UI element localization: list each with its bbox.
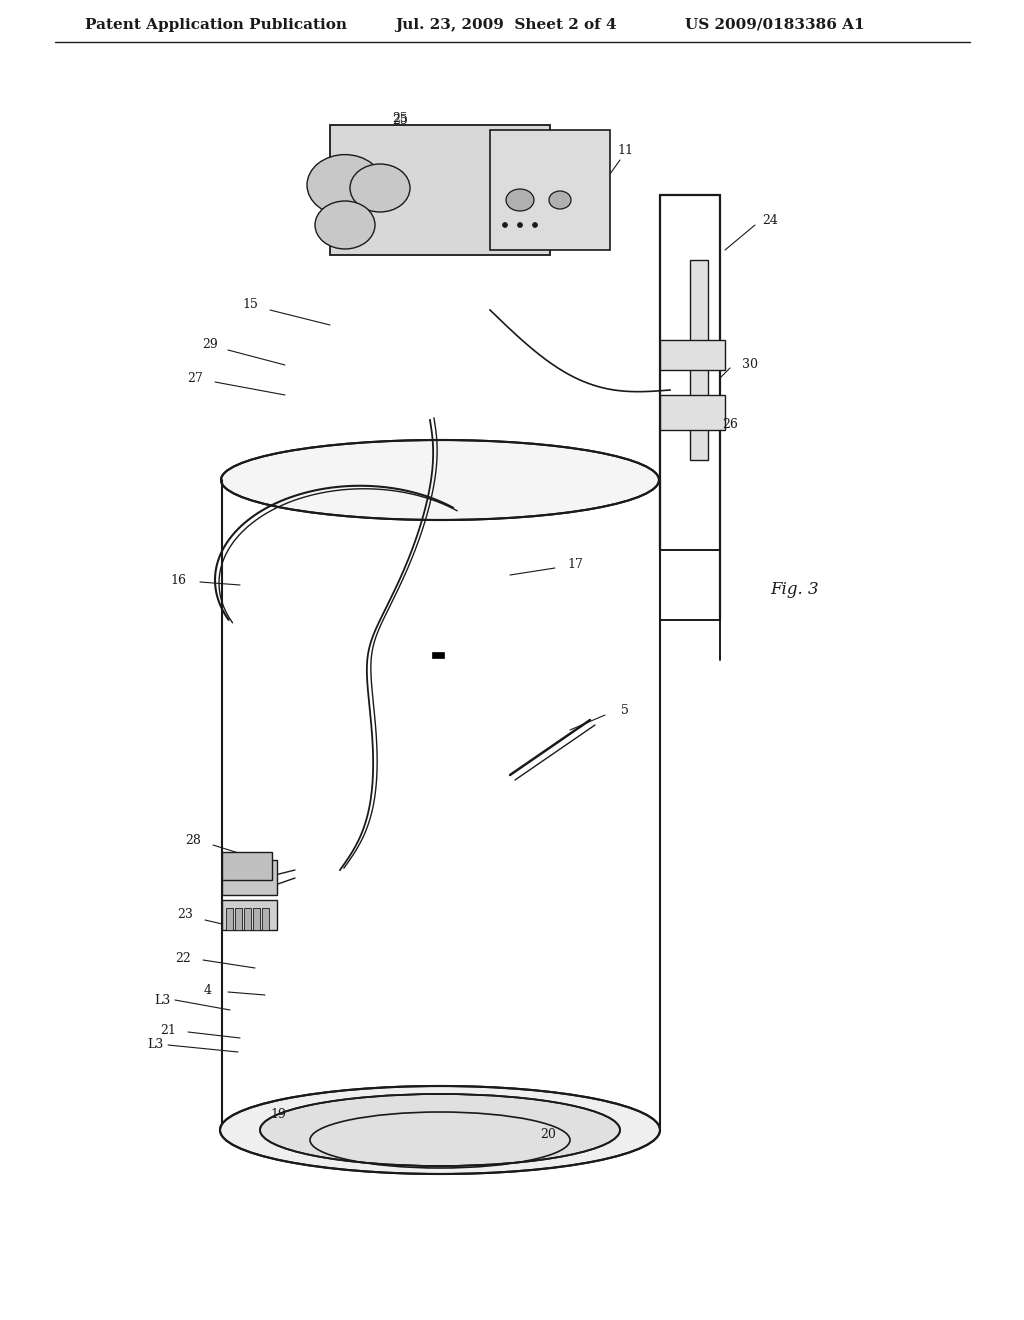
Text: Patent Application Publication: Patent Application Publication bbox=[85, 18, 347, 32]
Text: 24: 24 bbox=[762, 214, 778, 227]
Text: Fig. 3: Fig. 3 bbox=[770, 582, 818, 598]
Text: 26: 26 bbox=[722, 418, 738, 432]
Text: 5: 5 bbox=[622, 704, 629, 717]
Bar bbox=[660, 395, 725, 430]
Bar bbox=[222, 900, 278, 931]
Text: 16: 16 bbox=[170, 573, 186, 586]
Text: 30: 30 bbox=[742, 359, 758, 371]
Text: 4: 4 bbox=[204, 983, 212, 997]
Ellipse shape bbox=[315, 201, 375, 249]
Text: 25: 25 bbox=[392, 111, 408, 124]
Bar bbox=[234, 908, 242, 931]
Bar bbox=[253, 908, 260, 931]
Text: 25: 25 bbox=[392, 114, 408, 127]
Text: 21: 21 bbox=[160, 1023, 176, 1036]
Text: 23: 23 bbox=[177, 908, 193, 921]
Bar bbox=[222, 851, 272, 880]
Bar bbox=[432, 652, 444, 657]
Ellipse shape bbox=[220, 1086, 660, 1173]
Text: Jul. 23, 2009  Sheet 2 of 4: Jul. 23, 2009 Sheet 2 of 4 bbox=[395, 18, 616, 32]
Bar bbox=[660, 341, 725, 370]
Text: 22: 22 bbox=[175, 952, 190, 965]
Ellipse shape bbox=[260, 1094, 620, 1166]
Bar bbox=[690, 260, 708, 459]
Ellipse shape bbox=[549, 191, 571, 209]
Text: L3: L3 bbox=[146, 1039, 163, 1052]
Text: 11: 11 bbox=[617, 144, 633, 157]
Ellipse shape bbox=[350, 164, 410, 213]
Ellipse shape bbox=[221, 440, 659, 520]
Ellipse shape bbox=[517, 223, 522, 227]
Ellipse shape bbox=[307, 154, 383, 215]
Ellipse shape bbox=[532, 223, 538, 227]
Bar bbox=[330, 125, 550, 255]
Text: 20: 20 bbox=[540, 1129, 556, 1142]
Text: US 2009/0183386 A1: US 2009/0183386 A1 bbox=[685, 18, 864, 32]
Text: 17: 17 bbox=[567, 558, 583, 572]
Bar bbox=[244, 908, 251, 931]
Bar bbox=[226, 908, 233, 931]
Bar bbox=[262, 908, 269, 931]
Text: L3: L3 bbox=[154, 994, 170, 1006]
Bar bbox=[222, 861, 278, 895]
Text: 29: 29 bbox=[202, 338, 218, 351]
Ellipse shape bbox=[506, 189, 534, 211]
Text: 19: 19 bbox=[270, 1109, 286, 1122]
Text: 28: 28 bbox=[185, 833, 201, 846]
Text: 27: 27 bbox=[187, 371, 203, 384]
Text: 15: 15 bbox=[242, 298, 258, 312]
Bar bbox=[490, 129, 610, 249]
Ellipse shape bbox=[503, 223, 508, 227]
